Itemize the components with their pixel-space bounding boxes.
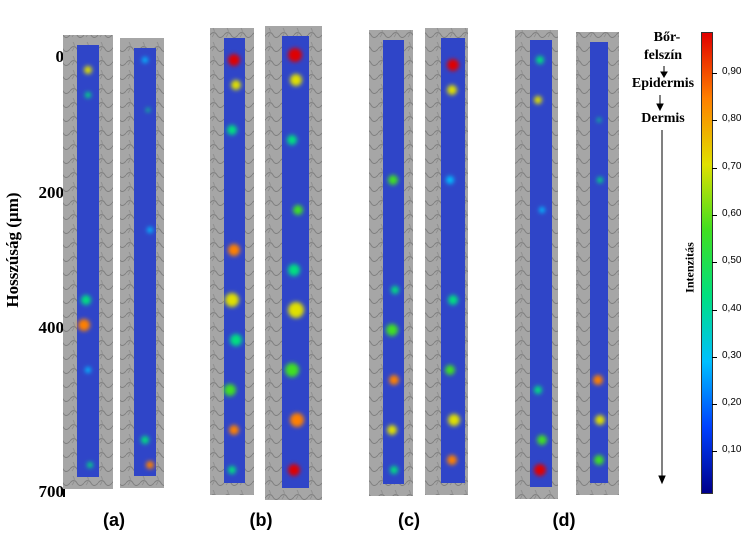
intensity-hotspot <box>227 125 237 135</box>
colorbar-tick: 0,70 <box>722 160 742 172</box>
intensity-hotspot <box>290 74 302 86</box>
intensity-hotspot <box>142 57 148 63</box>
intensity-hotspot <box>448 414 460 426</box>
intensity-overlay <box>224 38 245 483</box>
intensity-hotspot <box>290 413 304 427</box>
intensity-hotspot <box>224 384 236 396</box>
layer-surface-line2: felszín <box>643 48 683 63</box>
intensity-overlay <box>530 40 552 487</box>
intensity-hotspot <box>447 85 457 95</box>
intensity-hotspot <box>288 264 300 276</box>
colorbar-label: Intenzitás <box>682 242 697 293</box>
intensity-hotspot <box>597 118 601 122</box>
intensity-hotspot <box>231 80 241 90</box>
intensity-hotspot <box>84 66 92 74</box>
intensity-hotspot <box>141 436 149 444</box>
intensity-hotspot <box>288 48 302 62</box>
intensity-hotspot <box>445 365 455 375</box>
y-tick-400: 400 <box>38 318 65 337</box>
intensity-hotspot <box>447 59 459 71</box>
intensity-overlay <box>77 45 99 477</box>
intensity-hotspot <box>85 367 91 373</box>
intensity-overlay <box>590 42 608 483</box>
intensity-hotspot <box>285 363 299 377</box>
intensity-hotspot <box>229 425 239 435</box>
intensity-hotspot <box>288 464 300 476</box>
y-tick-700: 700 <box>38 482 65 501</box>
intensity-hotspot <box>390 466 398 474</box>
intensity-hotspot <box>228 244 240 256</box>
intensity-hotspot <box>388 175 398 185</box>
colorbar-tick-mark <box>712 404 717 406</box>
colorbar-tick-mark <box>712 309 717 311</box>
intensity-hotspot <box>230 334 242 346</box>
intensity-overlay <box>441 38 465 483</box>
intensity-hotspot <box>391 286 399 294</box>
intensity-hotspot <box>78 319 90 331</box>
intensity-hotspot <box>447 455 457 465</box>
colorbar-tick-mark <box>712 262 717 264</box>
colorbar-tick: 0,50 <box>722 255 742 267</box>
intensity-hotspot <box>536 56 544 64</box>
intensity-hotspot <box>534 386 542 394</box>
colorbar-tick: 0,30 <box>722 349 742 361</box>
intensity-hotspot <box>386 324 398 336</box>
colorbar-tick: 0,10 <box>722 444 742 456</box>
layer-dermis: Dermis <box>641 111 685 126</box>
intensity-overlay <box>282 36 309 488</box>
colorbar-tick: 0,20 <box>722 397 742 409</box>
intensity-hotspot <box>147 227 153 233</box>
intensity-hotspot <box>87 462 93 468</box>
intensity-hotspot <box>387 425 397 435</box>
intensity-hotspot <box>288 302 304 318</box>
colorbar-tick-mark <box>712 451 717 453</box>
panel-label-b: (b) <box>249 510 273 530</box>
intensity-hotspot <box>389 375 399 385</box>
intensity-overlay <box>383 40 404 484</box>
colorbar-tick: 0,60 <box>722 207 742 219</box>
colorbar-tick-mark <box>712 356 717 358</box>
intensity-hotspot <box>81 295 91 305</box>
intensity-hotspot <box>228 54 240 66</box>
intensity-hotspot <box>85 92 91 98</box>
panel-label-a: (a) <box>103 510 125 530</box>
colorbar-tick: 0,80 <box>722 113 742 125</box>
intensity-hotspot <box>534 464 546 476</box>
intensity-hotspot <box>594 455 604 465</box>
intensity-hotspot <box>293 205 303 215</box>
colorbar-tick: 0,40 <box>722 302 742 314</box>
intensity-hotspot <box>146 108 150 112</box>
intensity-hotspot <box>146 461 154 469</box>
intensity-hotspot <box>595 415 605 425</box>
colorbar-tick-mark <box>712 73 717 74</box>
intensity-hotspot <box>448 295 458 305</box>
intensity-hotspot <box>534 96 542 104</box>
layer-surface-line1: Bőr- <box>653 30 681 45</box>
intensity-hotspot <box>228 466 236 474</box>
colorbar-tick-mark <box>712 214 717 216</box>
intensity-hotspot <box>597 177 603 183</box>
intensity-hotspot <box>537 435 547 445</box>
panel-label-d: (d) <box>552 510 576 530</box>
panel-label-c: (c) <box>398 510 420 530</box>
colorbar-tick: 0,90 <box>722 66 742 77</box>
intensity-hotspot <box>593 375 603 385</box>
colorbar-tick-mark <box>712 167 717 169</box>
intensity-hotspot <box>287 135 297 145</box>
layer-epidermis: Epidermis <box>631 76 695 91</box>
intensity-hotspot <box>225 293 239 307</box>
intensity-overlay <box>134 48 156 476</box>
y-tick-0: 0 <box>55 47 65 66</box>
y-tick-200: 200 <box>38 183 65 202</box>
intensity-hotspot <box>446 176 454 184</box>
intensity-hotspot <box>539 207 545 213</box>
colorbar-tick-mark <box>712 120 717 122</box>
